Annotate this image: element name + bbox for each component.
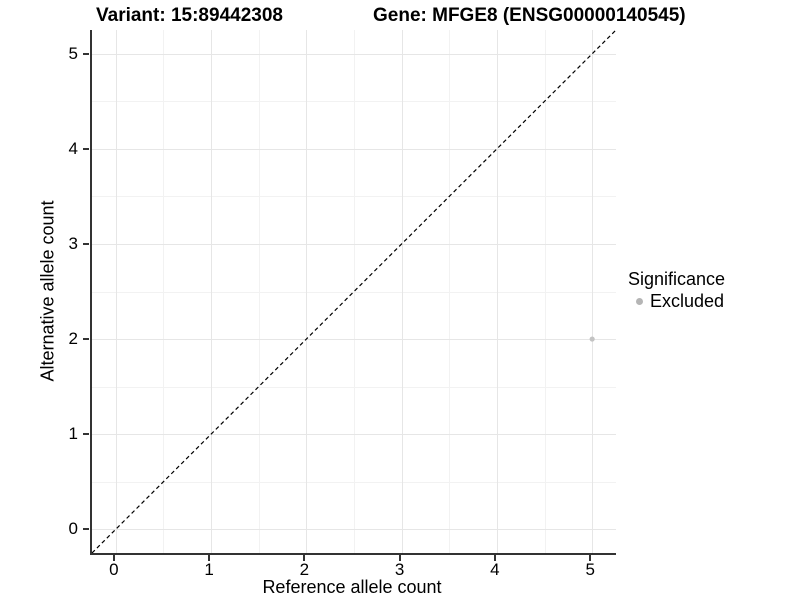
gridline (92, 101, 616, 103)
data-layer (92, 30, 616, 553)
identity-dashed-line (92, 30, 616, 553)
gridline (92, 386, 616, 388)
gridline (211, 30, 213, 553)
legend-key (628, 290, 650, 312)
gridline (92, 339, 616, 341)
gridline (496, 30, 498, 553)
plot-panel (90, 30, 616, 555)
plot-title-variant: Variant: 15:89442308 (96, 5, 283, 26)
x-tick-mark (398, 555, 401, 561)
x-tick-label: 4 (490, 560, 500, 579)
y-tick-mark (83, 433, 89, 436)
legend: Significance Excluded (628, 268, 725, 312)
x-tick-mark (208, 555, 211, 561)
y-tick-label: 3 (68, 233, 78, 253)
legend-title: Significance (628, 269, 726, 289)
gridline (92, 291, 616, 293)
gridline (92, 481, 616, 483)
x-tick-label: 5 (585, 560, 595, 579)
legend-item-excluded: Excluded (628, 290, 725, 312)
y-tick-mark (83, 338, 89, 341)
y-axis-title: Alternative allele count (37, 200, 58, 382)
y-tick-label: 5 (68, 43, 78, 63)
y-tick-mark (83, 147, 89, 150)
y-tick-label: 0 (68, 519, 78, 539)
data-point (589, 336, 595, 342)
y-tick-label: 1 (68, 424, 78, 444)
gridline (92, 53, 616, 55)
x-tick-label: 2 (299, 560, 310, 579)
x-tick-label: 0 (109, 560, 119, 579)
excluded-dot-icon (635, 297, 643, 305)
gridline (115, 30, 117, 553)
gridline (92, 196, 616, 198)
x-tick-mark (303, 555, 306, 561)
y-tick-mark (83, 242, 89, 245)
x-tick-mark (589, 555, 592, 561)
gridline (92, 434, 616, 436)
x-axis-title: Reference allele count (262, 577, 442, 597)
gridline (92, 243, 616, 245)
gridline (592, 30, 594, 553)
plot-title-gene: Gene: MFGE8 (ENSG00000140545) (373, 5, 686, 26)
x-tick-label: 1 (204, 560, 214, 579)
gridline (401, 30, 403, 553)
gridline (306, 30, 308, 553)
x-tick-mark (112, 555, 115, 561)
legend-item-label: Excluded (650, 291, 725, 311)
x-tick-label: 3 (394, 560, 405, 579)
gridline (92, 148, 616, 150)
y-tick-label: 4 (68, 138, 78, 158)
y-tick-mark (83, 52, 89, 55)
x-tick-mark (493, 555, 496, 561)
gridline (92, 529, 616, 531)
y-tick-label: 2 (68, 329, 78, 349)
y-tick-mark (83, 528, 89, 531)
